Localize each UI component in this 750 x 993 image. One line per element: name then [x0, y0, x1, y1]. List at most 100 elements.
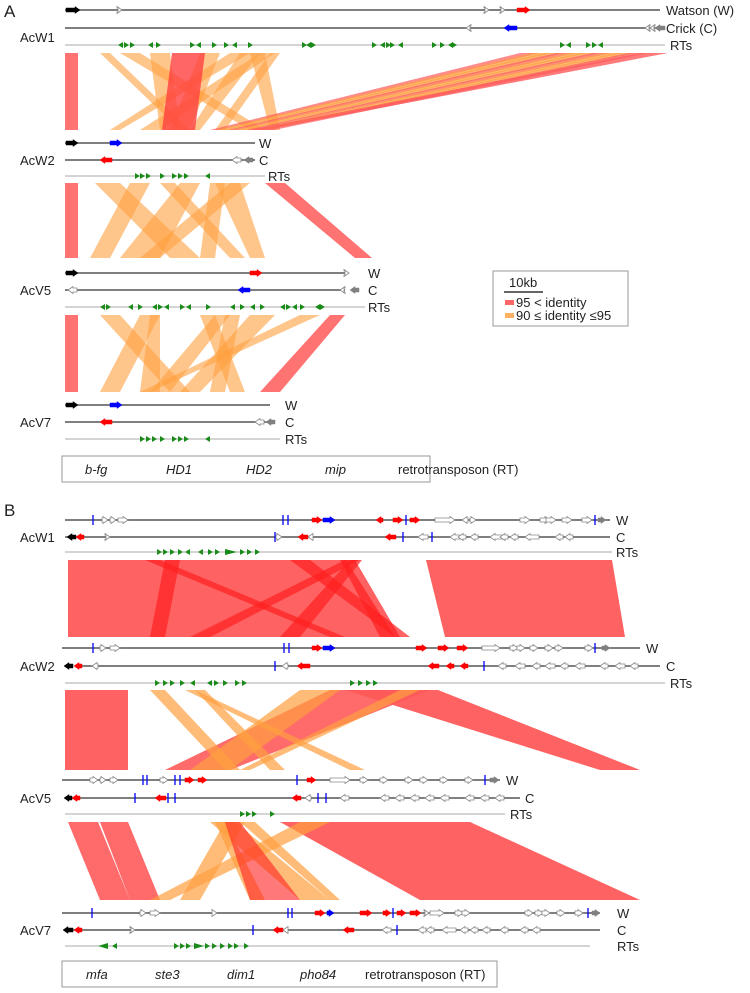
ste3-gene-icon	[272, 926, 284, 934]
retrotransposon-icon	[214, 680, 219, 686]
strain-label-a-acw1: AcW1	[20, 30, 55, 45]
retrotransposon-icon	[207, 680, 212, 686]
retrotransposon-icon	[286, 304, 291, 310]
identity-legend: 10kb 95 < identity 90 ≤ identity ≤95	[492, 270, 629, 327]
retrotransposon-icon	[178, 549, 183, 555]
legend-label-ste3: ste3	[155, 967, 180, 982]
retrotransposon-icon	[163, 680, 168, 686]
mip-gene-icon	[65, 139, 79, 147]
hypothetical-gene-icon	[254, 417, 265, 427]
gene-legend-b: mfa ste3 dim1 pho84 retrotransposon (RT)	[61, 960, 498, 988]
b-fg-gene-icon	[349, 286, 360, 294]
scale-bar-label: 10kb	[509, 275, 537, 290]
legend-label-b-fg: b-fg	[85, 462, 108, 477]
retrotransposon-icon	[172, 173, 177, 179]
hypothetical-gene-icon	[434, 515, 456, 525]
dim1-gene-icon	[489, 776, 500, 784]
hypothetical-gene-icon	[423, 908, 430, 918]
hypothetical-gene-icon	[424, 793, 435, 803]
hypothetical-gene-icon	[379, 775, 389, 785]
retrotransposon-icon	[198, 549, 203, 555]
track-label-w: W	[285, 398, 298, 413]
ste3-gene-icon	[73, 662, 83, 670]
hypothetical-gene-icon	[499, 5, 506, 15]
hypothetical-gene-icon	[307, 532, 314, 542]
retrotransposon-icon	[140, 436, 145, 442]
hypothetical-gene-icon	[544, 661, 556, 671]
track-label-crick: Crick (C)	[666, 21, 717, 36]
gene-legend-a: b-fg HD1 HD2 mip retrotransposon (RT)	[61, 455, 518, 483]
retrotransposon-icon	[234, 943, 239, 949]
ste3-gene-icon	[427, 662, 440, 670]
hypothetical-gene-icon	[101, 515, 109, 525]
track-label-w: W	[259, 136, 272, 151]
ste3-gene-icon	[459, 662, 469, 670]
synteny-link	[426, 560, 625, 637]
retrotransposon-icon	[118, 42, 123, 48]
hypothetical-gene-icon	[529, 643, 539, 653]
hypothetical-gene-icon	[499, 925, 509, 935]
retrotransposon-icon	[212, 943, 217, 949]
track-label-rts: RTs	[368, 300, 391, 315]
hypothetical-gene-icon	[343, 268, 350, 278]
mfa-gene-icon	[322, 644, 336, 652]
mip-gene-icon	[65, 401, 79, 409]
hypothetical-gene-icon	[509, 532, 519, 542]
hypothetical-gene-icon	[231, 155, 242, 165]
synteny-link	[260, 315, 345, 392]
retrotransposon-icon	[205, 943, 210, 949]
b-fg-gene-icon	[243, 156, 254, 164]
hypothetical-gene-icon	[409, 793, 420, 803]
retrotransposon-icon	[215, 549, 220, 555]
strain-label-a-acw2: AcW2	[20, 153, 55, 168]
legend-label-retrotransposon: retrotransposon (RT)	[398, 462, 518, 477]
retrotransposon-icon	[225, 549, 237, 555]
panel-a-letter: A	[4, 2, 16, 21]
ste3-gene-icon	[445, 662, 455, 670]
ste3-gene-icon	[409, 516, 421, 524]
track-label-rts: RTs	[285, 432, 308, 447]
hypothetical-gene-icon	[559, 661, 569, 671]
retrotransposon-icon	[106, 304, 111, 310]
ste3-gene-icon	[314, 909, 326, 917]
hypothetical-gene-icon	[461, 515, 469, 525]
track-label-rts: RTs	[617, 939, 640, 954]
retrotransposon-icon	[372, 42, 377, 48]
hypothetical-gene-icon	[481, 643, 501, 653]
strain-label-b-acw2: AcW2	[20, 659, 55, 674]
hypothetical-gene-icon	[281, 661, 289, 671]
hypothetical-gene-icon	[464, 775, 474, 785]
synteny-link	[150, 315, 230, 392]
hypothetical-gene-icon	[494, 793, 505, 803]
panel-b-letter: B	[4, 501, 15, 520]
hypothetical-gene-icon	[379, 793, 390, 803]
retrotransposon-icon	[170, 549, 175, 555]
retrotransposon-icon	[302, 42, 307, 48]
retrotransposon-icon	[230, 304, 235, 310]
hypothetical-gene-icon	[556, 908, 566, 918]
ste3-gene-icon	[384, 533, 397, 541]
retrotransposon-icon	[208, 549, 213, 555]
hypothetical-gene-icon	[541, 908, 551, 918]
ste3-gene-icon	[311, 644, 323, 652]
retrotransposon-icon	[152, 436, 157, 442]
hypothetical-gene-icon	[275, 532, 283, 542]
b-fg-gene-icon	[265, 418, 276, 426]
legend-label-dim1: dim1	[227, 967, 255, 982]
retrotransposon-icon	[156, 42, 161, 48]
ste3-gene-icon	[184, 776, 195, 784]
retrotransposon-icon	[212, 42, 217, 48]
hypothetical-gene-icon	[629, 661, 639, 671]
retrotransposon-icon	[180, 304, 185, 310]
synteny-link	[65, 183, 78, 258]
hypothetical-gene-icon	[483, 5, 490, 15]
synteny-link	[190, 690, 340, 770]
high-identity-label: 95 < identity	[516, 295, 587, 310]
retrotransposon-icon	[380, 42, 385, 48]
hypothetical-gene-icon	[614, 661, 626, 671]
retrotransposon-icon	[138, 304, 143, 310]
retrotransposon-icon	[174, 943, 179, 949]
synteny-link	[140, 315, 320, 392]
synteny-link	[100, 315, 160, 392]
hypothetical-gene-icon	[461, 908, 471, 918]
